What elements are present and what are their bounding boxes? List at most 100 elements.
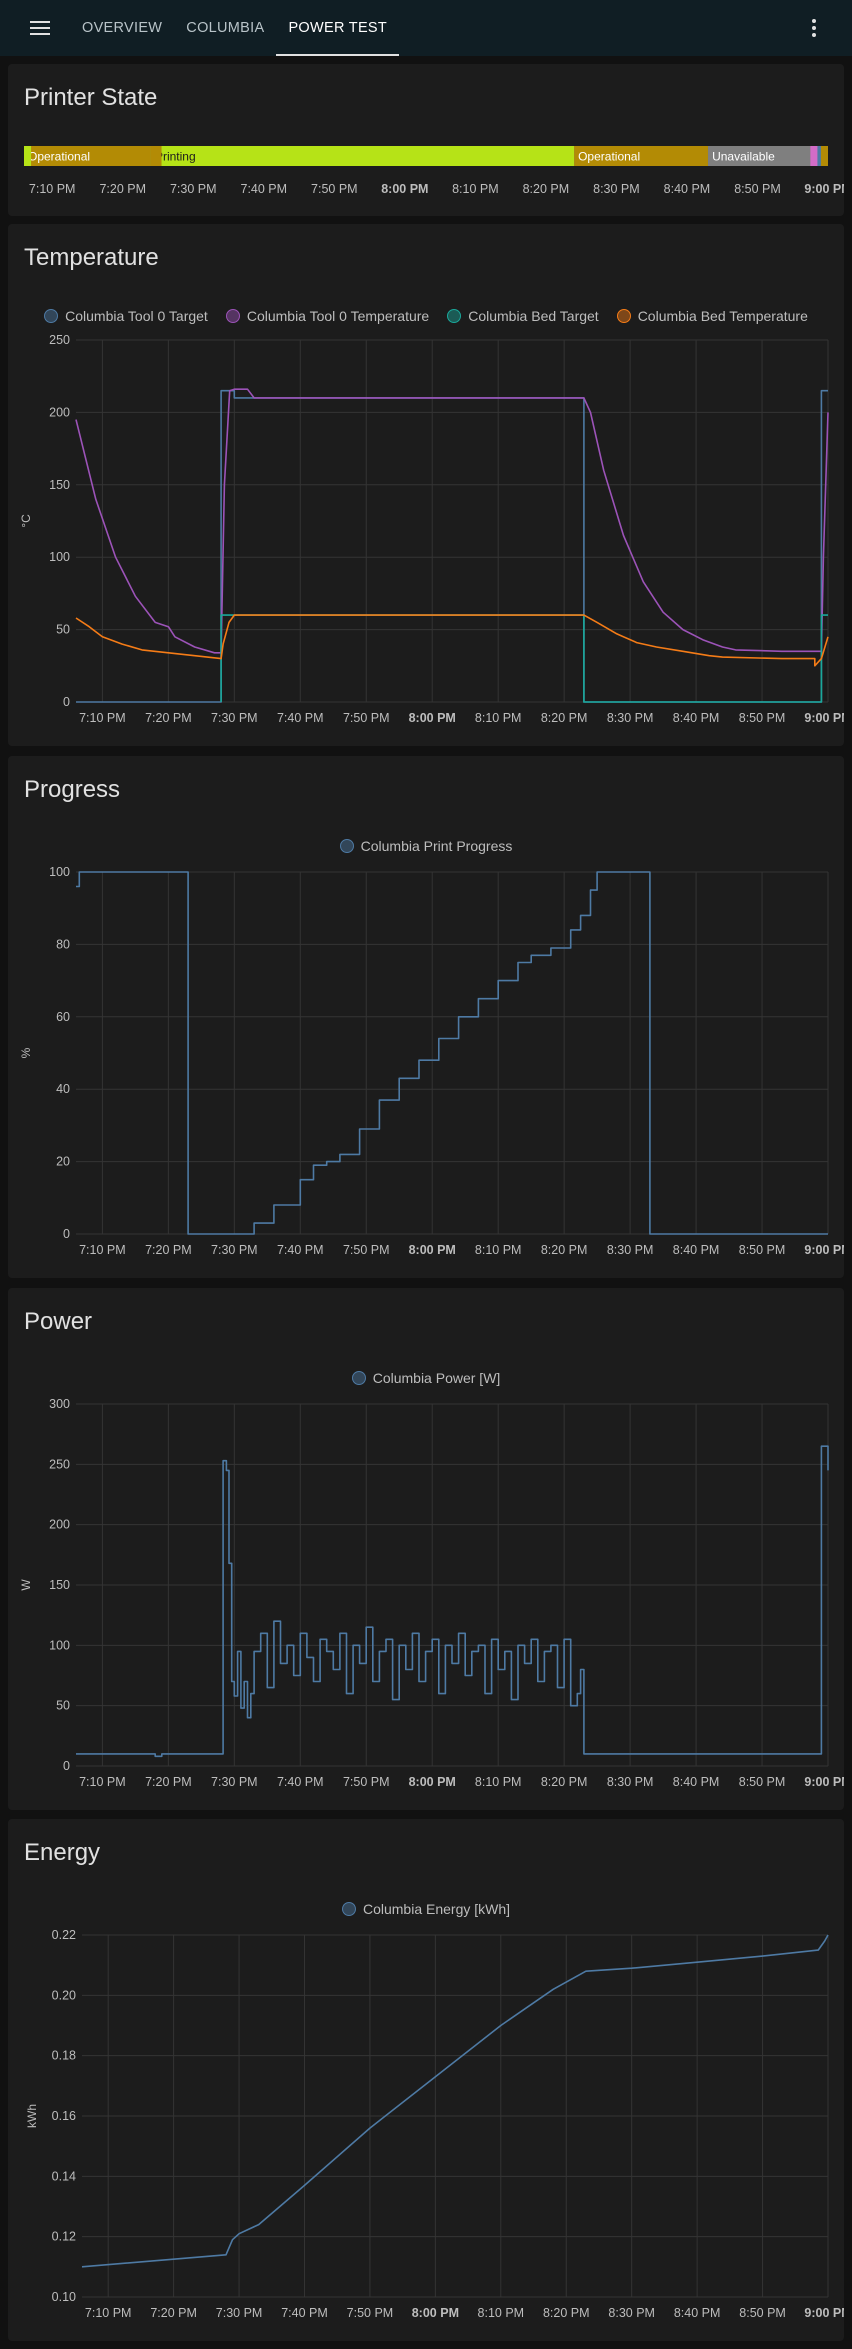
x-tick-label: 7:40 PM — [277, 711, 324, 725]
y-tick-label: 40 — [56, 1082, 70, 1096]
y-axis-label: W — [19, 1579, 33, 1591]
series-line — [76, 871, 828, 1235]
y-tick-label: 20 — [56, 1155, 70, 1169]
series-line — [75, 388, 829, 654]
x-tick-label: 7:20 PM — [145, 711, 192, 725]
timeline-tick-label: 7:30 PM — [170, 182, 217, 196]
temperature-title: Temperature — [24, 244, 159, 271]
legend-item-print-progress[interactable]: Columbia Print Progress — [339, 838, 512, 854]
tab-overview[interactable]: OVERVIEW — [82, 20, 163, 36]
progress-chart: 0 20 40 60 80 100 7:10 PM 7:20 PM 7:30 PM 7:40 PM… — [19, 865, 844, 1257]
view-tabs: OVERVIEW COLUMBIA POWER TEST — [70, 0, 399, 56]
y-tick-label: 0.14 — [52, 2169, 76, 2183]
legend-item-power[interactable]: Columbia Power [W] — [351, 1370, 500, 1386]
legend-item-tool0-target[interactable]: Columbia Tool 0 Target — [44, 308, 208, 324]
x-tick-label: 8:20 PM — [541, 711, 588, 725]
tab-power-test[interactable]: POWER TEST — [276, 0, 399, 56]
legend-item-tool0-temperature[interactable]: Columbia Tool 0 Temperature — [225, 308, 430, 324]
x-tick-label: 8:30 PM — [607, 1243, 654, 1257]
legend-item-bed-target[interactable]: Columbia Bed Target — [447, 308, 599, 324]
power-title: Power — [24, 1308, 93, 1335]
x-tick-label: 7:40 PM — [277, 1775, 324, 1789]
x-tick-label: 7:30 PM — [216, 2306, 263, 2320]
x-tick-label: 8:30 PM — [607, 711, 654, 725]
x-tick-label: 7:50 PM — [347, 2306, 394, 2320]
y-tick-label: 0.16 — [52, 2109, 76, 2123]
y-tick-label: 0.10 — [52, 2290, 76, 2304]
series-line — [75, 614, 829, 667]
x-tick-label: 8:40 PM — [673, 1775, 720, 1789]
x-tick-label: 8:10 PM — [478, 2306, 525, 2320]
timeline-tick-label: 8:40 PM — [664, 182, 711, 196]
temperature-chart: 0 50 100 150 200 250 7:10 PM 7:20 PM 7:30 PM 7:40… — [19, 333, 844, 725]
power-card: Power Columbia Power [W] 0 50 100 150 200 250… — [8, 1288, 844, 1810]
y-tick-label: 50 — [56, 1699, 70, 1713]
timeline-segment[interactable] — [150, 146, 575, 166]
timeline-segment[interactable] — [574, 146, 709, 166]
tab-columbia[interactable]: COLUMBIA — [186, 20, 265, 36]
series-line — [76, 1445, 829, 1758]
more-vertical-icon[interactable] — [794, 8, 834, 48]
series-line — [81, 1934, 829, 2268]
y-axis-label: % — [19, 1047, 33, 1058]
x-tick-label: 8:00 PM — [409, 1775, 456, 1789]
y-axis-label: kWh — [25, 2104, 39, 2128]
x-tick-label: 8:50 PM — [739, 2306, 786, 2320]
y-tick-label: 150 — [49, 478, 70, 492]
timeline-accent-stripe — [810, 146, 818, 166]
x-tick-label: 7:30 PM — [211, 1775, 258, 1789]
y-tick-label: 0.22 — [52, 1928, 76, 1942]
timeline-tick-label: 8:20 PM — [523, 182, 570, 196]
y-tick-label: 50 — [56, 623, 70, 637]
progress-card: Progress Columbia Print Progress 0 20 40 60… — [8, 756, 844, 1278]
legend-label: Columbia Bed Temperature — [637, 308, 808, 324]
x-tick-label: 8:50 PM — [739, 1243, 786, 1257]
x-tick-label: 9:00 PM — [804, 1243, 844, 1257]
timeline-accent-stripe — [150, 146, 162, 166]
hamburger-menu-icon[interactable] — [20, 8, 60, 48]
y-tick-label: 0 — [63, 695, 70, 709]
x-tick-label: 7:20 PM — [145, 1775, 192, 1789]
timeline-segment[interactable] — [24, 146, 151, 166]
x-tick-label: 7:50 PM — [343, 711, 390, 725]
top-app-bar: OVERVIEW COLUMBIA POWER TEST — [0, 0, 852, 56]
x-tick-label: 8:30 PM — [608, 2306, 655, 2320]
legend-item-bed-temperature[interactable]: Columbia Bed Temperature — [616, 308, 808, 324]
legend-dot — [341, 1902, 356, 1916]
printer-state-title: Printer State — [24, 84, 158, 111]
energy-chart: 0.10 0.12 0.14 0.16 0.18 0.20 0.22 7:10 PM 7:20 … — [25, 1928, 844, 2320]
legend-label: Columbia Tool 0 Temperature — [246, 308, 430, 324]
timeline-segment-label: Operational — [578, 150, 640, 164]
legend-dot — [447, 309, 462, 323]
x-tick-label: 8:20 PM — [541, 1775, 588, 1789]
x-tick-label: 7:20 PM — [145, 1243, 192, 1257]
y-tick-label: 200 — [49, 1518, 70, 1532]
legend-item-energy[interactable]: Columbia Energy [kWh] — [341, 1901, 510, 1917]
timeline-segment-label: Printing — [155, 150, 196, 164]
legend-dot — [44, 309, 59, 323]
y-tick-label: 0.12 — [52, 2230, 76, 2244]
x-tick-label: 8:40 PM — [673, 1243, 720, 1257]
y-tick-label: 100 — [49, 550, 70, 564]
x-tick-label: 7:10 PM — [79, 1243, 126, 1257]
power-chart: 0 50 100 150 200 250 300 7:10 PM 7:20 PM 7:30 PM 7… — [19, 1397, 844, 1789]
y-tick-label: 150 — [49, 1578, 70, 1592]
series-line — [220, 614, 828, 703]
timeline-tick-label: 9:00 PM — [804, 182, 844, 196]
y-tick-label: 0.18 — [52, 2049, 76, 2063]
x-tick-label: 7:10 PM — [79, 711, 126, 725]
timeline-segment[interactable] — [708, 146, 814, 166]
x-tick-label: 7:50 PM — [343, 1775, 390, 1789]
legend-dot — [616, 309, 631, 323]
y-tick-label: 300 — [49, 1397, 70, 1411]
temperature-card: Temperature Columbia Tool 0 Target Colum… — [8, 224, 844, 746]
x-tick-label: 7:20 PM — [150, 2306, 197, 2320]
legend-label: Columbia Tool 0 Target — [65, 308, 208, 324]
x-tick-label: 8:00 PM — [412, 2306, 459, 2320]
x-tick-label: 7:40 PM — [281, 2306, 328, 2320]
progress-title: Progress — [24, 776, 121, 803]
legend-label: Columbia Bed Target — [468, 308, 599, 324]
x-tick-label: 8:10 PM — [475, 1775, 522, 1789]
x-tick-label: 8:50 PM — [739, 1775, 786, 1789]
x-tick-label: 8:50 PM — [739, 711, 786, 725]
